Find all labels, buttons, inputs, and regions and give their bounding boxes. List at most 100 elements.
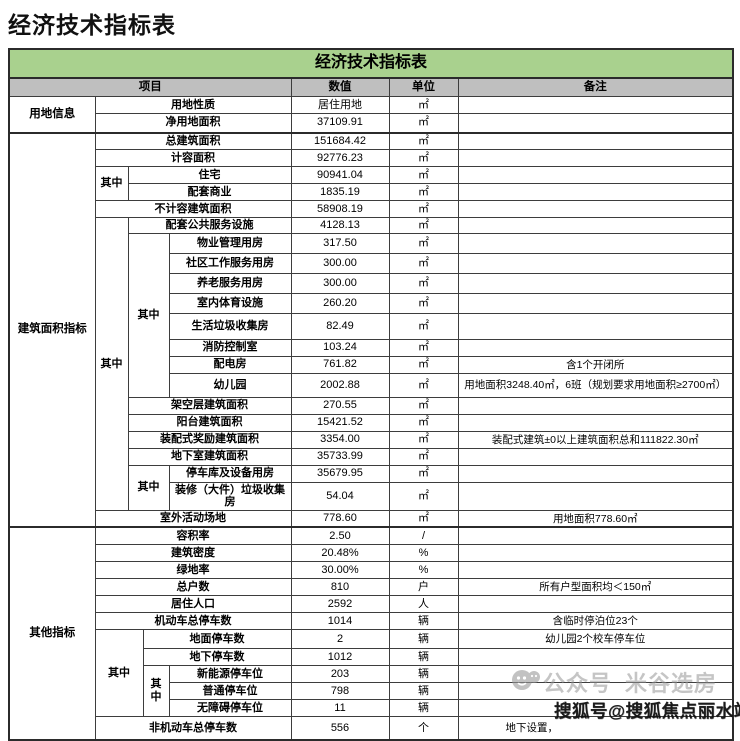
unit-cell: ㎡ [388,292,459,314]
label-cell: 净用地面积 [94,113,292,133]
unit-cell: 人 [388,594,459,613]
remark-cell [457,96,734,114]
value-cell: 1835.19 [290,183,390,201]
unit-cell: ㎡ [388,338,459,357]
remark-cell: 所有户型面积均＜150㎡ [457,577,734,596]
unit-cell: 辆 [388,647,459,666]
remark-cell [457,200,734,218]
label-cell: 幼儿园 [168,372,292,398]
value-cell: 103.24 [290,338,390,357]
unit-cell: % [388,560,459,579]
value-cell: 270.55 [290,396,390,415]
label-cell: 配套商业 [127,183,292,201]
value-cell: 11 [290,698,390,717]
unit-cell: 辆 [388,664,459,683]
remark-cell [457,447,734,466]
unit-cell: ㎡ [388,464,459,483]
value-cell: 35733.99 [290,447,390,466]
qizhong-cell: 其中 [94,166,129,201]
value-cell: 810 [290,577,390,596]
label-cell: 居住人口 [94,594,292,613]
label-cell: 室外活动场地 [94,509,292,528]
value-cell: 203 [290,664,390,683]
remark-cell [457,292,734,314]
wechat-emoji-icon [511,668,541,699]
label-cell: 装配式奖励建筑面积 [127,430,292,449]
label-cell: 停车库及设备用房 [168,464,292,483]
remark-cell: 含临时停泊位23个 [457,611,734,630]
label-cell: 配套公共服务设施 [127,217,292,234]
label-cell: 住宅 [127,166,292,184]
unit-cell: ㎡ [388,166,459,184]
value-cell: 15421.52 [290,413,390,432]
remark-cell [457,131,734,150]
value-cell: 2592 [290,594,390,613]
label-cell: 配电房 [168,355,292,374]
col-header-project: 项目 [8,77,292,97]
unit-cell: ㎡ [388,355,459,374]
qizhong-cell: 其中 [94,217,129,511]
value-cell: 2.50 [290,526,390,545]
value-cell: 2 [290,628,390,649]
remark-cell [457,252,734,274]
remark-cell [457,464,734,483]
remark-cell [457,149,734,167]
remark-cell: 幼儿园2个校车停车位 [457,628,734,649]
unit-cell: ㎡ [388,131,459,150]
value-cell: 2002.88 [290,372,390,398]
unit-cell: ㎡ [388,183,459,201]
remark-cell [457,217,734,234]
label-cell: 新能源停车位 [168,664,292,683]
remark-cell [457,481,734,511]
label-cell: 建筑密度 [94,543,292,562]
qizhong-cell: 其中 [142,664,170,717]
group-land-info: 用地信息 [8,96,96,133]
unit-cell: / [388,526,459,545]
value-cell: 居住用地 [290,96,390,114]
value-cell: 260.20 [290,292,390,314]
unit-cell: ㎡ [388,372,459,398]
value-cell: 82.49 [290,312,390,340]
unit-cell: 户 [388,577,459,596]
unit-cell: ㎡ [388,430,459,449]
unit-cell: ㎡ [388,272,459,294]
label-cell: 不计容建筑面积 [94,200,292,218]
unit-cell: ㎡ [388,149,459,167]
label-cell: 容积率 [94,526,292,545]
value-cell: 37109.91 [290,113,390,133]
remark-cell [457,543,734,562]
label-cell: 消防控制室 [168,338,292,357]
label-cell: 总户数 [94,577,292,596]
value-cell: 300.00 [290,252,390,274]
label-cell: 阳台建筑面积 [127,413,292,432]
remark-cell: 用地面积778.60㎡ [457,509,734,528]
remark-cell [457,594,734,613]
value-cell: 58908.19 [290,200,390,218]
value-cell: 556 [290,715,390,741]
qizhong-cell: 其中 [127,232,170,398]
value-cell: 317.50 [290,232,390,254]
label-cell: 地面停车数 [142,628,292,649]
qizhong-cell: 其中 [127,464,170,511]
value-cell: 3354.00 [290,430,390,449]
label-cell: 养老服务用房 [168,272,292,294]
unit-cell: ㎡ [388,96,459,114]
unit-cell: 辆 [388,698,459,717]
remark-cell: 含1个开闭所 [457,355,734,374]
remark-cell [457,166,734,184]
label-cell: 架空层建筑面积 [127,396,292,415]
watermark-wechat: 公众号 米谷选房 [543,671,718,696]
group-building-area: 建筑面积指标 [8,131,96,528]
watermark-sohu: 搜狐号@搜狐焦点丽水站 [554,701,740,721]
remark-cell [457,312,734,340]
value-cell: 92776.23 [290,149,390,167]
page-title: 经济技术指标表 [8,12,176,38]
value-cell: 54.04 [290,481,390,511]
unit-cell: ㎡ [388,252,459,274]
unit-cell: 辆 [388,628,459,649]
label-cell: 总建筑面积 [94,131,292,150]
unit-cell: 个 [388,715,459,741]
unit-cell: ㎡ [388,200,459,218]
label-cell: 绿地率 [94,560,292,579]
